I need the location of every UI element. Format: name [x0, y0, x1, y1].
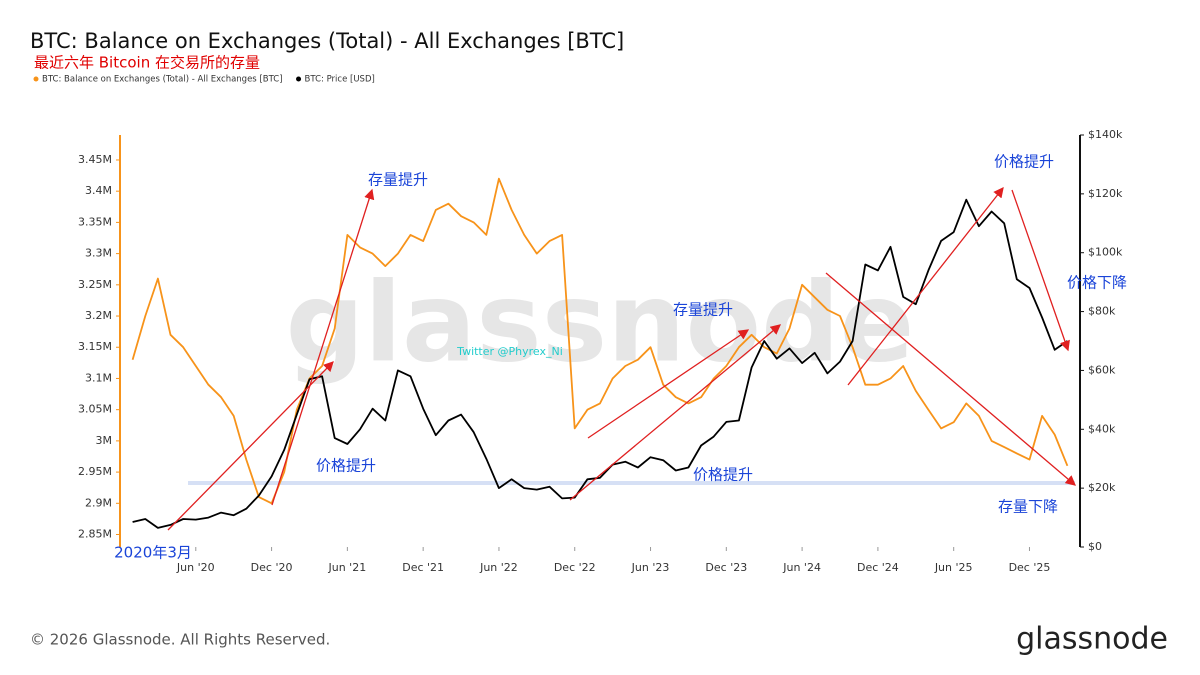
x-tick-label: Dec '25 [1009, 561, 1051, 574]
watermark: glassnode [286, 258, 915, 386]
y-tick-label: 3.25M [78, 278, 112, 291]
x-tick-label: Dec '22 [554, 561, 596, 574]
arrows [167, 186, 1076, 531]
y-tick-label: 3.15M [78, 340, 112, 353]
y2-tick-label: $120k [1088, 187, 1123, 200]
chart-title: BTC: Balance on Exchanges (Total) - All … [30, 29, 624, 53]
y2-tick-label: $60k [1088, 363, 1116, 376]
annotation: 存量提升 [673, 301, 733, 319]
arrow [271, 188, 375, 506]
footer: © 2026 Glassnode. All Rights Reserved. [30, 631, 330, 649]
x-tick-label: Jun '24 [782, 561, 821, 574]
y2-tick-label: $140k [1088, 128, 1123, 141]
y-tick-label: 2.95M [78, 465, 112, 478]
arrow [825, 272, 1076, 486]
annotation: 价格提升 [316, 457, 376, 475]
y-tick-label: 3.4M [85, 184, 112, 197]
y-tick-label: 3.35M [78, 215, 112, 228]
x-tick-label: Dec '24 [857, 561, 899, 574]
y-tick-label: 3.3M [85, 247, 112, 260]
y-tick-label: 3.1M [85, 371, 112, 384]
annotation: 存量提升 [368, 171, 428, 189]
annotation: 价格下降 [1067, 274, 1127, 292]
x-tick-label: Dec '23 [705, 561, 747, 574]
y2-tick-label: $20k [1088, 481, 1116, 494]
series-line [132, 198, 1068, 529]
x-tick-label: Jun '25 [934, 561, 973, 574]
legend-marker [296, 76, 302, 82]
y-tick-label: 3.45M [78, 153, 112, 166]
x-tick-label: Dec '21 [402, 561, 444, 574]
x-tick-label: Jun '23 [631, 561, 670, 574]
y-tick-label: 3.2M [85, 309, 112, 322]
y-tick-label: 2.85M [78, 528, 112, 541]
highlight-band [188, 481, 1075, 485]
annotation: 价格提升 [693, 466, 753, 484]
y2-tick-label: $40k [1088, 422, 1116, 435]
legend-marker [33, 76, 39, 82]
x-tick-label: Jun '20 [176, 561, 215, 574]
legend-label: BTC: Price [USD] [305, 75, 375, 85]
credit: Twitter @Phyrex_Ni [456, 345, 563, 358]
arrow [1011, 189, 1070, 352]
y2-tick-label: $80k [1088, 305, 1116, 318]
legend-label: BTC: Balance on Exchanges (Total) - All … [42, 75, 283, 85]
arrow [569, 324, 781, 501]
arrow [167, 361, 334, 531]
chart-subtitle: 最近六年 Bitcoin 在交易所的存量 [34, 54, 260, 72]
arrow [847, 186, 1004, 386]
y-tick-label: 3.05M [78, 403, 112, 416]
annotation: 存量下降 [998, 498, 1058, 516]
annotation: 2020年3月 [114, 544, 192, 562]
arrow [587, 329, 750, 439]
y-tick-label: 2.9M [85, 496, 112, 509]
y-tick-label: 3M [96, 434, 113, 447]
logo: glassnode [1016, 622, 1168, 657]
annotation: 价格提升 [994, 153, 1054, 171]
y2-tick-label: $100k [1088, 246, 1123, 259]
x-tick-label: Dec '20 [251, 561, 293, 574]
x-tick-label: Jun '22 [479, 561, 518, 574]
x-tick-label: Jun '21 [328, 561, 367, 574]
y2-tick-label: $0 [1088, 540, 1102, 553]
